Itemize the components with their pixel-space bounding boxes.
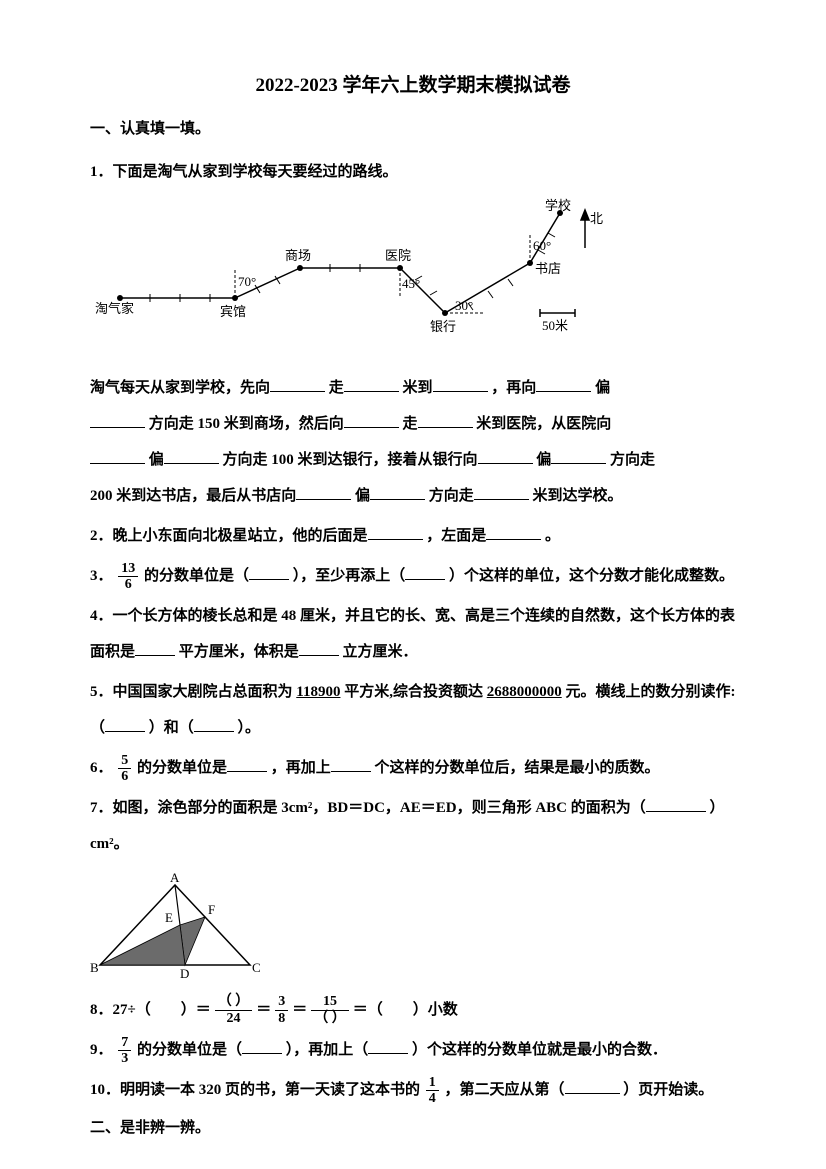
q8-f3: 15（ ） xyxy=(311,994,349,1026)
q1-t10: 偏 xyxy=(536,452,551,468)
q1-t0: 淘气每天从家到学校，先向 xyxy=(90,380,270,396)
q9-p2: 的分数单位是（ xyxy=(137,1042,242,1058)
q1-t5: 方向走 150 米到商场，然后向 xyxy=(149,416,344,432)
q5-u2: 2688000000 xyxy=(487,684,562,700)
svg-text:商场: 商场 xyxy=(285,248,311,263)
svg-text:E: E xyxy=(165,910,173,925)
q10-frac: 14 xyxy=(426,1075,439,1107)
q10: 10．明明读一本 320 页的书，第一天读了这本书的 14 ，第二天应从第（ ）… xyxy=(90,1072,736,1108)
q4: 4．一个长方体的棱长总和是 48 厘米，并且它的长、宽、高是三个连续的自然数，这… xyxy=(90,598,736,670)
q9-frac: 73 xyxy=(118,1035,131,1067)
q7: 7．如图，涂色部分的面积是 3cm²，BD＝DC，AE＝ED，则三角形 ABC … xyxy=(90,790,736,862)
q5-p5: ）。 xyxy=(238,720,261,736)
q5-u1: 118900 xyxy=(296,684,340,700)
q6-p4: 个这样的分数单位后，结果是最小的质数。 xyxy=(375,760,660,776)
svg-text:F: F xyxy=(208,902,215,917)
q3-p1: 3． xyxy=(90,568,113,584)
q6-p2: 的分数单位是 xyxy=(137,760,227,776)
q1-t2: 米到 xyxy=(403,380,433,396)
q5: 5．中国国家大剧院占总面积为 118900 平方米,综合投资额达 2688000… xyxy=(90,674,736,746)
q10-p2: ，第二天应从第（ xyxy=(445,1082,565,1098)
q6-p3: ，再加上 xyxy=(271,760,331,776)
svg-text:B: B xyxy=(90,960,99,975)
q5-p2: 平方米,综合投资额达 xyxy=(344,684,487,700)
q6-frac: 56 xyxy=(118,753,131,785)
svg-text:30°: 30° xyxy=(455,298,473,313)
q1-t13: 偏 xyxy=(355,488,370,504)
q1-t3: ，再向 xyxy=(491,380,536,396)
q6: 6． 56 的分数单位是 ，再加上 个这样的分数单位后，结果是最小的质数。 xyxy=(90,750,736,786)
svg-text:银行: 银行 xyxy=(430,319,456,334)
q3-p3: ），至少再添上（ xyxy=(293,568,406,584)
q1-t8: 偏 xyxy=(149,452,164,468)
section-2-header: 二、是非辨一辨。 xyxy=(90,1112,736,1145)
q1-t11: 方向走 xyxy=(610,452,655,468)
svg-text:70°: 70° xyxy=(238,274,256,289)
q5-p4: ）和（ xyxy=(149,720,194,736)
q5-p1: 5．中国国家大剧院占总面积为 xyxy=(90,684,296,700)
q1-t1: 走 xyxy=(329,380,344,396)
q8-f1: （ ）24 xyxy=(215,994,253,1026)
q9-p1: 9． xyxy=(90,1042,113,1058)
svg-text:书店: 书店 xyxy=(535,261,561,276)
q1-t4: 偏 xyxy=(595,380,610,396)
q8-p1: 8．27÷（ ）＝ xyxy=(90,992,211,1028)
q1-intro: 1．下面是淘气从家到学校每天要经过的路线。 xyxy=(90,154,736,190)
section-1-header: 一、认真填一填。 xyxy=(90,113,736,146)
svg-text:45°: 45° xyxy=(402,276,420,291)
q3-p2: 的分数单位是（ xyxy=(144,568,249,584)
page-title: 2022-2023 学年六上数学期末模拟试卷 xyxy=(90,70,736,97)
q9-p3: ），再加上（ xyxy=(286,1042,369,1058)
q1-body: 淘气每天从家到学校，先向 走 米到 ，再向 偏 方向走 150 米到商场，然后向… xyxy=(90,370,736,514)
q9: 9． 73 的分数单位是（ ），再加上（ ）个这样的分数单位就是最小的合数． xyxy=(90,1032,736,1068)
q9-p4: ）个这样的分数单位就是最小的合数． xyxy=(412,1042,667,1058)
svg-text:D: D xyxy=(180,966,189,980)
q2-p3: 。 xyxy=(545,528,560,544)
svg-text:淘气家: 淘气家 xyxy=(95,301,134,316)
q3-p4: ）个这样的单位，这个分数才能化成整数。 xyxy=(449,568,734,584)
q8-eq1: ＝ xyxy=(256,992,271,1028)
q1-t12: 200 米到达书店，最后从书店向 xyxy=(90,488,296,504)
q3-frac: 136 xyxy=(118,561,138,593)
q8-p2: ＝（ ）小数 xyxy=(353,992,458,1028)
q7-p1: 7．如图，涂色部分的面积是 3cm²，BD＝DC，AE＝ED，则三角形 ABC … xyxy=(90,800,646,816)
q4-p2: 平方厘米，体积是 xyxy=(179,644,299,660)
q10-p1: 10．明明读一本 320 页的书，第一天读了这本书的 xyxy=(90,1082,424,1098)
q8-f2: 38 xyxy=(275,994,288,1026)
svg-text:60°: 60° xyxy=(533,238,551,253)
q8: 8．27÷（ ）＝ （ ）24 ＝ 38 ＝ 15（ ） ＝（ ）小数 xyxy=(90,992,736,1028)
q7-triangle-diagram: A B C D E F xyxy=(90,870,736,980)
q1-t7: 米到医院，从医院向 xyxy=(476,416,611,432)
svg-text:北: 北 xyxy=(590,211,603,226)
q6-p1: 6． xyxy=(90,760,113,776)
q10-p3: ）页开始读。 xyxy=(623,1082,713,1098)
svg-text:A: A xyxy=(170,870,180,885)
q4-p3: 立方厘米． xyxy=(343,644,418,660)
q1-t15: 米到达学校。 xyxy=(533,488,623,504)
q2-p1: 2．晚上小东面向北极星站立，他的后面是 xyxy=(90,528,368,544)
svg-text:C: C xyxy=(252,960,261,975)
q2-p2: ，左面是 xyxy=(426,528,486,544)
svg-text:50米: 50米 xyxy=(542,318,568,333)
q1-t6: 走 xyxy=(403,416,418,432)
q1-map-diagram: 淘气家 宾馆 商场 医院 银行 书店 学校 北 70° 45° 30° 60° … xyxy=(90,198,736,358)
svg-text:宾馆: 宾馆 xyxy=(220,304,246,319)
q1-t14: 方向走 xyxy=(429,488,474,504)
q8-eq2: ＝ xyxy=(292,992,307,1028)
svg-text:医院: 医院 xyxy=(385,248,411,263)
q2: 2．晚上小东面向北极星站立，他的后面是 ，左面是 。 xyxy=(90,518,736,554)
q1-t9: 方向走 100 米到达银行，接着从银行向 xyxy=(223,452,478,468)
q3: 3． 136 的分数单位是（ ），至少再添上（ ）个这样的单位，这个分数才能化成… xyxy=(90,558,736,594)
svg-text:学校: 学校 xyxy=(545,198,571,213)
